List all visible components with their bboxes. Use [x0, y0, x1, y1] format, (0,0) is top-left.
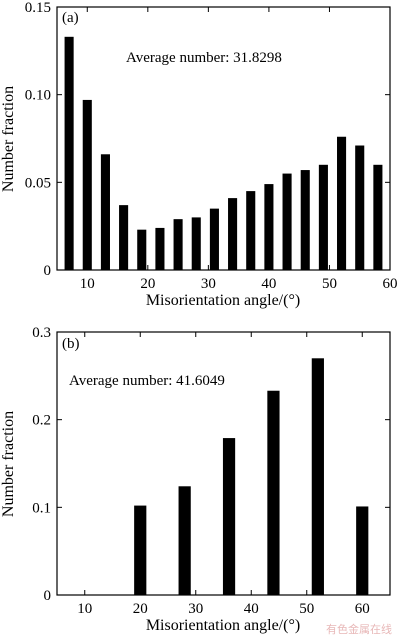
- bar-a-1: [64, 36, 74, 271]
- bar-a-18: [373, 164, 383, 270]
- y-tick-label-a-3: 0.10: [25, 88, 51, 104]
- y-tick-label-b-2: 0.1: [32, 500, 51, 516]
- x-tick-label-a-5: 50: [322, 276, 337, 292]
- watermark: 有色金属在线: [326, 622, 392, 636]
- panel-label-b: (b): [62, 336, 80, 352]
- x-tick-label-b-2: 20: [133, 601, 148, 617]
- y-tick-label-a-1: 0: [44, 263, 52, 279]
- bar-a-12: [264, 184, 274, 270]
- ticks-b: 10 20 30 40 50 60 0 0.1 0.2 0.3: [32, 325, 390, 617]
- bar-a-15: [318, 164, 328, 270]
- x-tick-label-b-5: 50: [299, 601, 314, 617]
- bar-a-8: [191, 217, 201, 270]
- y-tick-label-a-2: 0.05: [25, 175, 51, 191]
- x-tick-label-a-1: 10: [80, 276, 95, 292]
- bar-a-7: [173, 219, 183, 270]
- panel-a: (a) Average number: 31.8298 Misorientati…: [0, 0, 398, 309]
- y-axis-label-a: Number fraction: [0, 86, 17, 192]
- bar-a-6: [155, 227, 165, 270]
- average-annotation-b: Average number: 41.6049: [69, 373, 225, 389]
- x-tick-label-b-1: 10: [77, 601, 92, 617]
- bar-a-5: [137, 229, 147, 270]
- bar-a-14: [300, 170, 310, 270]
- bar-a-11: [246, 191, 256, 270]
- bar-b-5: [311, 358, 324, 595]
- y-tick-label-b-1: 0: [44, 588, 52, 604]
- x-tick-label-b-4: 40: [244, 601, 259, 617]
- bar-a-3: [100, 154, 110, 270]
- x-tick-label-b-3: 30: [188, 601, 203, 617]
- bar-b-1: [134, 505, 147, 595]
- bars-a: [64, 36, 383, 271]
- bar-a-10: [228, 198, 238, 270]
- average-annotation-a: Average number: 31.8298: [126, 50, 282, 66]
- bars-b: [134, 358, 369, 595]
- x-axis-label-b: Misorientation angle/(°): [146, 617, 300, 634]
- y-tick-label-b-3: 0.2: [32, 413, 51, 429]
- plot-frame-a: [56, 6, 391, 271]
- bar-b-3: [222, 438, 236, 595]
- y-tick-label-b-4: 0.3: [32, 325, 51, 341]
- panel-b: (b) Average number: 41.6049 Misorientati…: [0, 325, 391, 634]
- ticks-a: 10 20 30 40 50 60 0 0.05 0.10 0.15: [25, 0, 398, 292]
- panel-label-a: (a): [62, 10, 79, 26]
- y-tick-label-a-4: 0.15: [25, 0, 51, 16]
- bar-a-17: [355, 145, 365, 270]
- bar-b-4: [267, 390, 280, 595]
- bar-b-6: [356, 506, 369, 595]
- bar-a-2: [82, 99, 92, 271]
- bar-a-13: [282, 173, 292, 270]
- bar-a-9: [209, 208, 219, 270]
- x-tick-label-a-6: 60: [383, 276, 398, 292]
- x-tick-label-a-3: 30: [201, 276, 216, 292]
- x-axis-label-a: Misorientation angle/(°): [146, 292, 300, 309]
- bar-b-2: [178, 486, 191, 595]
- x-tick-label-a-2: 20: [140, 276, 155, 292]
- x-tick-label-a-4: 40: [261, 276, 276, 292]
- bar-a-16: [337, 136, 347, 270]
- y-axis-label-b: Number fraction: [0, 411, 17, 517]
- bar-a-4: [119, 205, 129, 270]
- x-tick-label-b-6: 60: [355, 601, 370, 617]
